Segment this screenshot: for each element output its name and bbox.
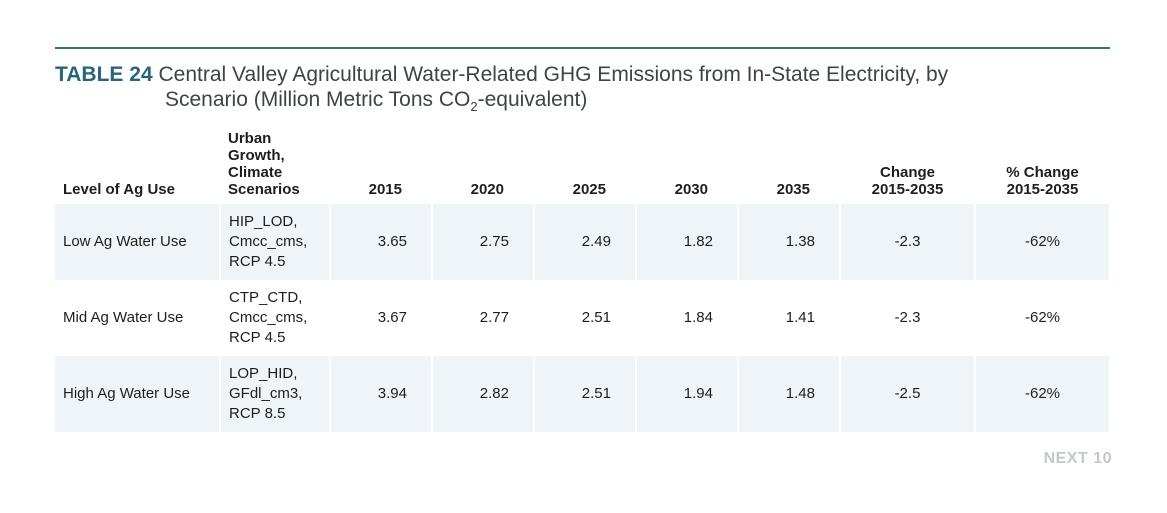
cell-2020: 2.75 [432,204,535,280]
cell-2020: 2.77 [432,280,535,356]
cell-scenario: LOP_HID, GFdl_cm3, RCP 8.5 [220,356,331,432]
cell-2015: 3.94 [330,356,433,432]
header-level: Level of Ag Use [63,181,175,198]
top-rule [55,47,1110,49]
table-title: TABLE 24 Central Valley Agricultural Wat… [55,62,1115,119]
cell-change: -2.3 [840,280,976,356]
header-change: Change 2015-2035 [840,130,975,204]
cell-2035: 1.48 [738,356,841,432]
table-row: High Ag Water Use LOP_HID, GFdl_cm3, RCP 8… [55,356,1111,432]
cell-change: -2.5 [840,356,976,432]
scenario-line: RCP 4.5 [229,329,286,346]
cell-level: Mid Ag Water Use [55,280,221,356]
emissions-table: Level of Ag Use Urban Growth, Climate Sc… [55,130,1111,432]
cell-2035: 1.41 [738,280,841,356]
cell-2030: 1.82 [636,204,739,280]
cell-2025: 2.51 [534,356,637,432]
title-line-2: Scenario (Million Metric Tons CO2-equiva… [55,87,1115,119]
cell-pct-change: -62% [975,280,1111,356]
header-pct-change: % Change 2015-2035 [975,130,1110,204]
header-scenario-line: Scenarios [228,181,300,198]
cell-level: Low Ag Water Use [55,204,221,280]
title-line-2-suffix: -equivalent) [477,88,588,111]
header-2015: 2015 [368,181,402,198]
scenario-line: GFdl_cm3, [229,385,303,402]
title-line-1: Central Valley Agricultural Water-Relate… [158,63,949,86]
title-subscript: 2 [470,99,478,115]
header-scenario-line: Climate [228,164,283,181]
header-2025: 2025 [572,181,606,198]
header-change-line: Change [879,164,935,181]
header-2030: 2030 [674,181,708,198]
cell-pct-change: -62% [975,356,1111,432]
scenario-line: RCP 4.5 [229,253,286,270]
header-scenario: Urban Growth, Climate Scenarios [220,130,330,204]
scenario-line: RCP 8.5 [229,405,286,422]
header-scenario-line: Growth, [228,147,285,164]
header-2020: 2020 [470,181,504,198]
header-row: Level of Ag Use Urban Growth, Climate Sc… [55,130,1110,204]
cell-2015: 3.67 [330,280,433,356]
header-2035: 2035 [776,181,810,198]
scenario-line: HIP_LOD, [229,213,298,230]
cell-2035: 1.38 [738,204,841,280]
cell-change: -2.3 [840,204,976,280]
scenario-line: CTP_CTD, [229,289,303,306]
table-row: Low Ag Water Use HIP_LOD, Cmcc_cms, RCP 4.… [55,204,1111,280]
cell-2015: 3.65 [330,204,433,280]
header-pct-change-line: 2015-2035 [1006,181,1079,198]
cell-level: High Ag Water Use [55,356,221,432]
cell-2020: 2.82 [432,356,535,432]
footer-brand: NEXT 10 [1043,450,1112,467]
scenario-line: Cmcc_cms, [229,233,308,250]
cell-2030: 1.94 [636,356,739,432]
table-row: Mid Ag Water Use CTP_CTD, Cmcc_cms, RCP 4.… [55,280,1111,356]
header-change-line: 2015-2035 [871,181,944,198]
cell-scenario: CTP_CTD, Cmcc_cms, RCP 4.5 [220,280,331,356]
cell-scenario: HIP_LOD, Cmcc_cms, RCP 4.5 [220,204,331,280]
scenario-line: Cmcc_cms, [229,309,308,326]
table-number: TABLE 24 [55,63,153,86]
cell-2025: 2.49 [534,204,637,280]
cell-2025: 2.51 [534,280,637,356]
header-scenario-line: Urban [228,130,272,147]
title-line-2-text: Scenario (Million Metric Tons CO [165,88,471,111]
cell-pct-change: -62% [975,204,1111,280]
scenario-line: LOP_HID, [229,365,298,382]
header-pct-change-line: % Change [1006,164,1079,181]
cell-2030: 1.84 [636,280,739,356]
